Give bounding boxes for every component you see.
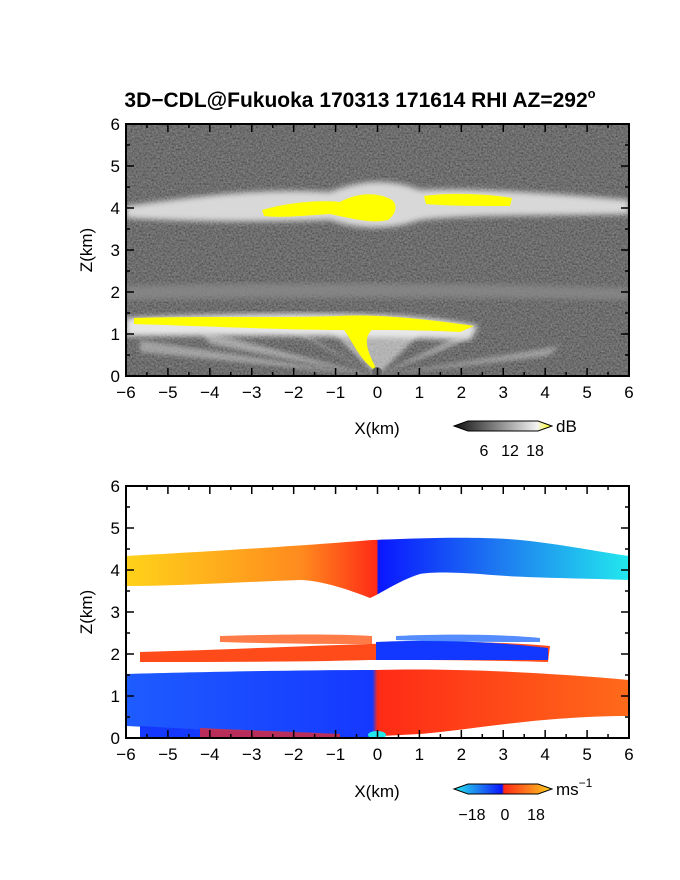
- y-tick-label: 4: [111, 199, 120, 218]
- x-tick-label: 2: [457, 383, 466, 402]
- x-tick-label: 5: [582, 383, 591, 402]
- y-tick-label: 2: [111, 283, 120, 302]
- reflectivity-xlabel: X(km): [354, 419, 399, 438]
- colorbar-unit-db: dB: [556, 417, 577, 436]
- yellow-boundary-layer: [134, 315, 474, 372]
- reflectivity-ylabel: Z(km): [77, 228, 96, 272]
- velocity-lower-layer: [126, 669, 629, 736]
- y-tick-label: 3: [111, 241, 120, 260]
- velocity-panel: −6 −5 −4 −3 −2 −1 0 1 2 3 4 5 6 0 1 2 3 4 5 6 X(km) Z(km) m…: [77, 477, 634, 824]
- y-tick-label: 3: [111, 603, 120, 622]
- x-tick-label: 0: [373, 383, 382, 402]
- x-tick-label: −2: [284, 745, 303, 764]
- velocity-axes: −6 −5 −4 −3 −2 −1 0 1 2 3 4 5 6 0 1 2 3 4 5 6: [111, 477, 634, 764]
- colorbar-tick: 0: [501, 807, 510, 824]
- x-tick-label: −3: [242, 745, 261, 764]
- reflectivity-axes: −6 −5 −4 −3 −2 −1 0 1 2 3 4 5 6 0 1 2 3 4 5 6: [111, 115, 634, 402]
- x-tick-label: −6: [116, 383, 135, 402]
- x-tick-label: −4: [200, 383, 219, 402]
- y-tick-label: 4: [111, 561, 120, 580]
- yellow-cloud-layer: [262, 194, 396, 222]
- y-tick-label: 1: [111, 687, 120, 706]
- degree-mark: o: [588, 86, 596, 101]
- y-tick-label: 1: [111, 325, 120, 344]
- y-tick-label: 0: [111, 729, 120, 748]
- x-tick-label: −2: [284, 383, 303, 402]
- x-tick-label: 2: [457, 745, 466, 764]
- velocity-xlabel: X(km): [354, 782, 399, 801]
- x-tick-label: 6: [624, 745, 633, 764]
- y-tick-label: 5: [111, 157, 120, 176]
- x-tick-label: −1: [326, 383, 345, 402]
- velocity-upper-layer: [126, 537, 629, 598]
- x-tick-label: 3: [499, 383, 508, 402]
- x-tick-label: −5: [158, 383, 177, 402]
- colorbar-unit-exponent: −1: [579, 776, 593, 790]
- reflectivity-image: [126, 124, 629, 376]
- y-tick-label: 0: [111, 367, 120, 386]
- colorbar-tick: 18: [527, 807, 545, 824]
- x-tick-label: 3: [499, 745, 508, 764]
- y-tick-label: 6: [111, 477, 120, 496]
- colorbar-tick: 18: [526, 443, 544, 460]
- velocity-ylabel: Z(km): [77, 590, 96, 634]
- velocity-colorbar: ms−1 −18 0 18: [452, 776, 593, 824]
- x-tick-label: 1: [415, 383, 424, 402]
- yellow-cloud-layer-east: [424, 193, 512, 206]
- colorbar-tick: −18: [458, 807, 485, 824]
- velocity-image: [126, 486, 629, 738]
- y-tick-label: 5: [111, 519, 120, 538]
- chart-title: 3D−CDL@Fukuoka 170313 171614 RHI AZ=292o: [124, 86, 595, 112]
- x-tick-label: 4: [540, 383, 549, 402]
- colorbar-tick: 12: [501, 443, 519, 460]
- x-tick-label: 0: [373, 745, 382, 764]
- y-tick-label: 6: [111, 115, 120, 134]
- reflectivity-colorbar: dB 6 12 18: [452, 417, 577, 460]
- x-tick-label: −6: [116, 745, 135, 764]
- max-reflectivity-areas: [134, 193, 512, 372]
- colorbar-tick: 6: [480, 443, 489, 460]
- x-tick-label: −3: [242, 383, 261, 402]
- x-tick-label: −4: [200, 745, 219, 764]
- colorbar-unit-ms: ms−1: [556, 776, 593, 799]
- y-tick-label: 2: [111, 645, 120, 664]
- x-tick-label: −5: [158, 745, 177, 764]
- x-tick-label: 5: [582, 745, 591, 764]
- x-tick-label: 4: [540, 745, 549, 764]
- x-tick-label: 1: [415, 745, 424, 764]
- x-tick-label: −1: [326, 745, 345, 764]
- x-tick-label: 6: [624, 383, 633, 402]
